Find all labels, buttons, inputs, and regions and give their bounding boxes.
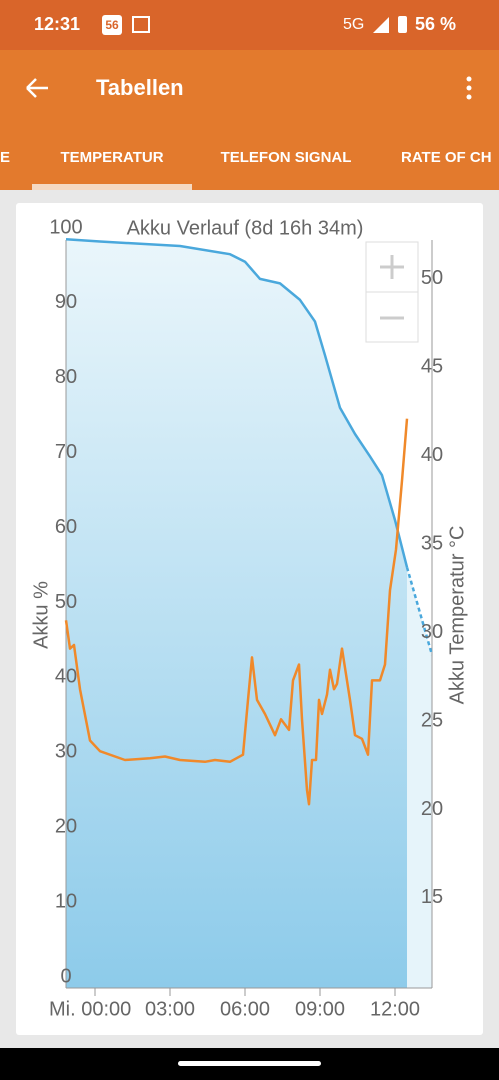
home-pill[interactable] xyxy=(178,1061,321,1066)
y-tick-label: 0 xyxy=(60,965,71,987)
app-title: Tabellen xyxy=(96,75,184,100)
x-tick-label: 03:00 xyxy=(145,998,195,1020)
y2-axis-label: Akku Temperatur °C xyxy=(446,526,468,705)
y2-tick-label: 15 xyxy=(421,886,443,908)
tab-indicator xyxy=(32,184,192,190)
tab[interactable]: RATE OF CH xyxy=(401,149,492,166)
y-tick-label: 20 xyxy=(55,815,77,837)
y2-tick-label: 40 xyxy=(421,444,443,466)
tab[interactable]: E xyxy=(0,149,10,166)
zoom-in[interactable] xyxy=(380,255,404,279)
y-tick-label: 10 xyxy=(55,890,77,912)
y-tick-label: 100 xyxy=(49,216,82,238)
y-tick-label: 50 xyxy=(55,591,77,613)
y-tick-label: 90 xyxy=(55,291,77,313)
chart-title: Akku Verlauf (8d 16h 34m) xyxy=(127,217,364,239)
app-bar xyxy=(0,50,499,190)
network: 5G xyxy=(343,16,364,33)
area xyxy=(66,239,407,988)
tab[interactable]: TEMPERATUR xyxy=(60,149,163,166)
x-tick-label: 09:00 xyxy=(295,998,345,1020)
clock: 12:31 xyxy=(34,14,80,34)
y-tick-label: 40 xyxy=(55,666,77,688)
y-tick-label: 70 xyxy=(55,441,77,463)
y2-tick-label: 45 xyxy=(421,356,443,378)
y-tick-label: 30 xyxy=(55,741,77,763)
status-bar xyxy=(0,0,499,50)
x-tick-label: Mi. 00:00 xyxy=(49,998,131,1020)
y-tick-label: 80 xyxy=(55,366,77,388)
x-tick-label: 06:00 xyxy=(220,998,270,1020)
y2-tick-label: 20 xyxy=(421,798,443,820)
line xyxy=(65,237,409,568)
menu-button[interactable] xyxy=(466,76,472,100)
back-button[interactable] xyxy=(26,78,48,98)
signal-icon xyxy=(373,17,389,33)
tab[interactable]: TELEFON SIGNAL xyxy=(221,149,352,166)
y2-tick-label: 30 xyxy=(421,621,443,643)
battery-icon xyxy=(398,16,407,33)
area xyxy=(407,567,432,988)
y-axis-label: Akku % xyxy=(30,581,52,649)
line xyxy=(64,418,409,806)
y2-tick-label: 35 xyxy=(421,533,443,555)
y-tick-label: 60 xyxy=(55,516,77,538)
badge: 56 xyxy=(105,18,119,32)
y2-tick-label: 50 xyxy=(421,267,443,289)
badge-icon xyxy=(102,15,122,35)
calendar-icon xyxy=(132,16,150,33)
line xyxy=(405,566,434,656)
y2-tick-label: 25 xyxy=(421,709,443,731)
chart: 0 10 20 30 40 50 60 70 80 90 100 15 20 25 30 35 40 45 50 Mi… xyxy=(30,216,468,1020)
battery-level: 56 % xyxy=(415,14,456,34)
zoom-controls xyxy=(365,241,419,343)
x-tick-label: 12:00 xyxy=(370,998,420,1020)
